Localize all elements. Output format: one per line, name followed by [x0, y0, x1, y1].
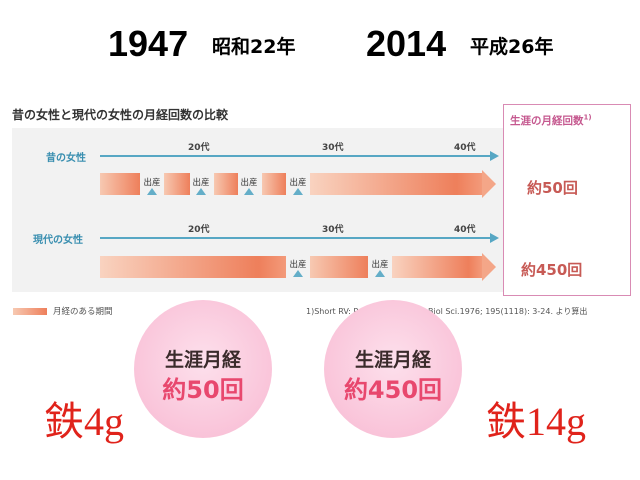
- birth-marker: 出産: [289, 260, 307, 270]
- era-heisei: 平成26年: [470, 36, 554, 58]
- decade-30s: 30代: [322, 225, 344, 235]
- circle-old: 生涯月経 約50回: [134, 300, 272, 438]
- lifetime-count-box: [503, 104, 631, 296]
- menstruation-period: [100, 173, 140, 195]
- year-1947: 1947: [108, 23, 189, 64]
- arrow-right-icon: [490, 233, 499, 243]
- decade-20s: 20代: [188, 143, 210, 153]
- menstruation-period: [214, 173, 238, 195]
- triangle-icon: [293, 270, 303, 277]
- decade-40s: 40代: [454, 143, 476, 153]
- birth-marker: 出産: [371, 260, 389, 270]
- lifetime-count-title: 生涯の月経回数1): [510, 113, 592, 128]
- menstruation-period: [262, 173, 286, 195]
- circle-label: 生涯月経: [354, 349, 431, 371]
- row-label-old: 昔の女性: [46, 153, 86, 164]
- iron-modern: 鉄14g: [486, 399, 586, 444]
- birth-marker: 出産: [240, 178, 258, 188]
- triangle-icon: [147, 188, 157, 195]
- birth-marker: 出産: [289, 178, 307, 188]
- decade-30s: 30代: [322, 143, 344, 153]
- triangle-icon: [375, 270, 385, 277]
- panel-title: 昔の女性と現代の女性の月経回数の比較: [12, 108, 229, 122]
- arrow-right-icon: [482, 253, 496, 281]
- row-label-modern: 現代の女性: [33, 235, 83, 246]
- count-old: 約50回: [527, 179, 578, 197]
- circle-modern: 生涯月経 約450回: [324, 300, 462, 438]
- legend-label: 月経のある期間: [53, 307, 113, 317]
- menstruation-period: [392, 256, 482, 278]
- count-modern: 約450回: [521, 261, 583, 279]
- circle-label: 生涯月経: [164, 349, 241, 371]
- year-2014: 2014: [366, 23, 447, 64]
- circle-value: 約50回: [162, 376, 244, 404]
- triangle-icon: [244, 188, 254, 195]
- triangle-icon: [293, 188, 303, 195]
- circle-value: 約450回: [343, 376, 443, 404]
- iron-old: 鉄4g: [44, 399, 124, 444]
- era-showa: 昭和22年: [212, 36, 296, 58]
- decade-40s: 40代: [454, 225, 476, 235]
- birth-marker: 出産: [143, 178, 161, 188]
- menstruation-period: [100, 256, 286, 278]
- menstruation-period: [310, 173, 482, 195]
- reference-note: 1)Short RV: Proc R Soc Lond B Biol Sci.1…: [306, 307, 588, 316]
- decade-20s: 20代: [188, 225, 210, 235]
- birth-marker: 出産: [192, 178, 210, 188]
- age-axis-modern: [100, 237, 490, 239]
- arrow-right-icon: [490, 151, 499, 161]
- menstruation-period: [164, 173, 190, 195]
- triangle-icon: [196, 188, 206, 195]
- age-axis-old: [100, 155, 490, 157]
- legend-swatch: [13, 308, 47, 315]
- menstruation-period: [310, 256, 368, 278]
- arrow-right-icon: [482, 170, 496, 198]
